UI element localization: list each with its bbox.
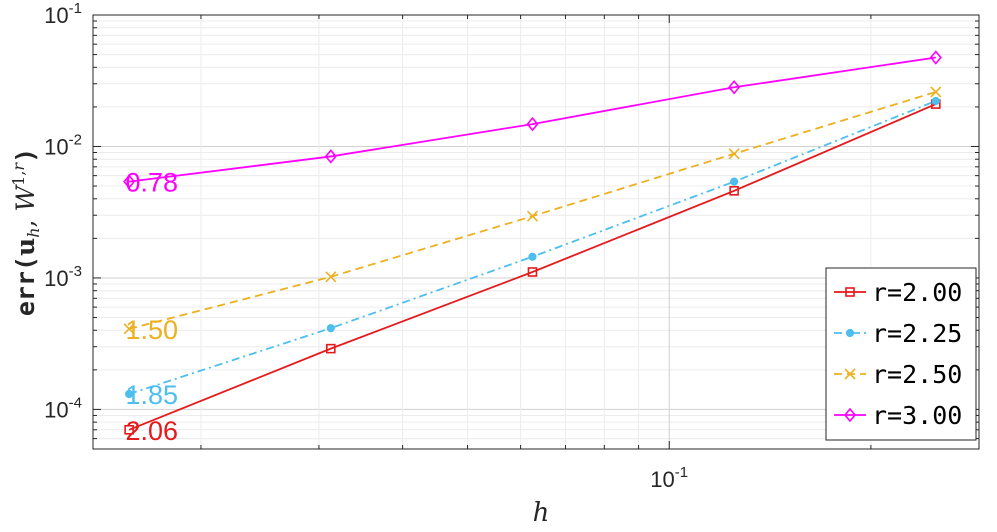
- data-point: [843, 407, 857, 423]
- data-point: [931, 96, 940, 106]
- series-r=3.00: [123, 50, 942, 189]
- x-tick-label: 10-1: [650, 464, 688, 492]
- data-point: [844, 368, 856, 380]
- plot-area: [92, 14, 980, 450]
- data-series: [123, 50, 942, 435]
- series-line: [128, 91, 937, 330]
- data-point: [729, 186, 739, 196]
- data-point: [728, 80, 741, 95]
- series-line: [128, 100, 937, 395]
- y-axis-label: err(uh, W1,r): [9, 148, 43, 316]
- y-axis-ticks: 10-4 10-3 10-2 10-1: [44, 0, 979, 450]
- x-axis-label: h: [533, 498, 550, 528]
- y-tick-label: 10-3: [44, 263, 82, 291]
- series-line: [129, 56, 936, 183]
- data-point: [124, 424, 134, 435]
- data-point: [326, 343, 336, 354]
- legend: r=2.00 r=2.25 r=2.50 r=3.00: [825, 267, 977, 441]
- data-point: [845, 328, 855, 338]
- data-point: [324, 149, 337, 164]
- slope-label: 1.50: [125, 315, 178, 345]
- data-point: [528, 252, 537, 261]
- x-axis-ticks: 10-1: [200, 15, 872, 492]
- data-point: [527, 267, 538, 277]
- legend-item: r=2.25: [834, 319, 962, 348]
- data-point: [125, 389, 134, 399]
- slope-label: 0.78: [125, 168, 178, 198]
- series-r=2.50: [123, 86, 942, 335]
- data-point: [123, 323, 135, 335]
- slope-label: 1.85: [125, 380, 178, 410]
- data-point: [326, 324, 335, 333]
- slope-labels: 2.06 1.85 1.50 0.78: [125, 168, 178, 446]
- series-line: [128, 103, 937, 431]
- legend-label: r=2.00: [872, 278, 962, 307]
- y-tick-label: 10-1: [44, 0, 82, 28]
- data-point: [730, 177, 739, 186]
- y-tick-label: 10-2: [44, 131, 82, 159]
- data-point: [526, 210, 539, 222]
- legend-item: r=2.50: [834, 360, 962, 389]
- data-point: [526, 116, 539, 132]
- data-point: [845, 287, 855, 297]
- data-point: [325, 271, 337, 283]
- data-point: [929, 50, 942, 65]
- legend-label: r=2.50: [872, 360, 962, 389]
- series-r=2.00: [124, 99, 941, 435]
- legend-label: r=3.00: [872, 401, 962, 430]
- data-point: [930, 86, 942, 98]
- legend-label: r=2.25: [872, 319, 962, 348]
- data-point: [123, 174, 136, 189]
- series-r=2.25: [125, 96, 940, 399]
- data-point: [728, 148, 740, 160]
- legend-item: r=3.00: [834, 401, 962, 430]
- y-tick-label: 10-4: [44, 394, 82, 422]
- slope-label: 2.06: [125, 416, 178, 446]
- legend-item: r=2.00: [834, 278, 962, 307]
